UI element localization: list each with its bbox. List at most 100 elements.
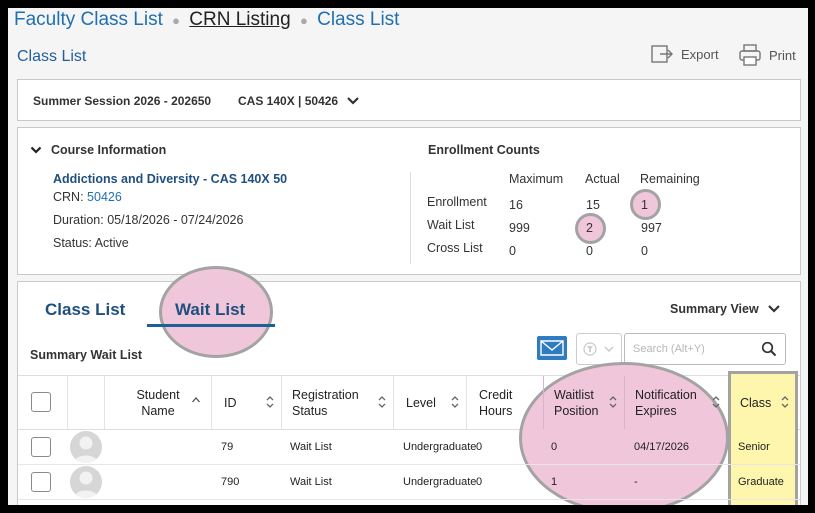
- chevron-down-icon: [347, 97, 359, 105]
- ec-crosslist-maximum: 0: [509, 244, 516, 258]
- breadcrumb-faculty-class-list[interactable]: Faculty Class List: [14, 9, 163, 30]
- print-icon: [739, 44, 761, 66]
- course-information-heading: Course Information: [51, 143, 167, 157]
- duration-line: Duration: 05/18/2026 - 07/24/2026: [53, 213, 243, 227]
- active-tab-indicator: [147, 324, 275, 327]
- table-row: 790 Wait List Undergraduate 0 1 - Gradua…: [18, 465, 800, 500]
- select-all-checkbox[interactable]: [31, 392, 51, 412]
- header-waitlist-position[interactable]: Waitlist Position: [543, 376, 624, 429]
- ec-waitlist-remaining: 997: [641, 221, 662, 235]
- row-checkbox[interactable]: [31, 472, 51, 492]
- course-selector[interactable]: CAS 140X | 50426: [238, 94, 360, 108]
- waitlist-actual-highlight-circle: [575, 213, 606, 244]
- ec-crosslist-remaining: 0: [641, 244, 648, 258]
- header-level[interactable]: Level: [393, 376, 466, 429]
- course-title: Addictions and Diversity - CAS 140X 50: [53, 172, 288, 186]
- breadcrumb-class-list: Class List: [317, 9, 400, 30]
- cell-id: 79: [221, 441, 234, 453]
- export-label: Export: [681, 46, 719, 62]
- tab-wait-list[interactable]: Wait List: [175, 300, 246, 319]
- avatar: [70, 431, 102, 463]
- cell-id: 790: [221, 476, 240, 488]
- cell-class: Senior: [738, 441, 770, 453]
- sort-icon: [451, 396, 459, 408]
- breadcrumb-separator: ●: [172, 13, 181, 28]
- cell-credit-hours: 0: [476, 476, 483, 488]
- remaining-highlight-circle: [630, 189, 661, 220]
- crn-link[interactable]: 50426: [87, 190, 122, 204]
- cell-class: Graduate: [738, 476, 784, 488]
- search-input[interactable]: [625, 334, 755, 364]
- class-column-highlight: [728, 371, 798, 505]
- cell-notification-expires: -: [634, 476, 638, 488]
- ec-enrollment-maximum: 16: [509, 198, 523, 212]
- crn-label: CRN:: [53, 190, 84, 204]
- breadcrumb-crn-listing[interactable]: CRN Listing: [189, 9, 291, 30]
- row-checkbox[interactable]: [31, 437, 51, 457]
- sort-icon: [712, 396, 720, 408]
- sort-icon: [266, 396, 274, 408]
- duration-label: Duration:: [53, 213, 104, 227]
- header-id[interactable]: ID: [211, 376, 281, 429]
- summary-view-dropdown[interactable]: Summary View: [670, 302, 781, 316]
- email-button[interactable]: [537, 336, 567, 360]
- cell-registration-status: Wait List: [290, 441, 332, 453]
- ec-enrollment-remaining: 1: [641, 198, 648, 212]
- header-id-label: ID: [224, 395, 237, 410]
- summary-wait-list-label: Summary Wait List: [30, 348, 143, 362]
- header-notification-expires[interactable]: Notification Expires: [624, 376, 727, 429]
- search-box: [624, 333, 786, 365]
- cell-notification-expires: 04/17/2026: [634, 441, 690, 453]
- course-selector-label: CAS 140X | 50426: [238, 94, 339, 108]
- filter-icon: [583, 342, 614, 356]
- cell-credit-hours: 0: [476, 441, 483, 453]
- wait-list-tab-highlight: [159, 266, 273, 358]
- cell-registration-status: Wait List: [290, 476, 332, 488]
- ec-col-remaining: Remaining: [640, 172, 700, 186]
- header-photo-cell: [67, 376, 104, 429]
- ec-waitlist-actual: 2: [586, 221, 593, 235]
- header-level-label: Level: [406, 395, 436, 410]
- ec-row-label-cross-list: Cross List: [427, 241, 483, 255]
- ec-col-actual: Actual: [585, 172, 620, 186]
- session-panel: Summer Session 2026 - 202650 CAS 140X | …: [17, 79, 801, 121]
- header-credit-hours[interactable]: Credit Hours: [466, 376, 550, 429]
- ec-enrollment-actual: 15: [586, 198, 600, 212]
- class-list-panel: Class List Wait List Summary View Summar…: [17, 266, 801, 505]
- header-registration-status[interactable]: Registration Status: [281, 376, 393, 429]
- print-button[interactable]: Print: [739, 44, 796, 66]
- ec-col-maximum: Maximum: [509, 172, 564, 186]
- search-icon[interactable]: [761, 341, 777, 357]
- chevron-down-icon: [767, 305, 780, 313]
- crn-line: CRN: 50426: [53, 190, 122, 204]
- header-credit-hours-label: Credit Hours: [479, 387, 513, 418]
- export-icon: [651, 45, 673, 63]
- cell-level: Undergraduate: [403, 441, 477, 453]
- header-class[interactable]: Class: [730, 376, 796, 429]
- header-notification-expires-label: Notification Expires: [635, 387, 697, 418]
- summary-view-label: Summary View: [670, 302, 759, 316]
- tab-class-list[interactable]: Class List: [45, 300, 126, 319]
- ec-waitlist-maximum: 999: [509, 221, 530, 235]
- sort-icon: [609, 396, 617, 408]
- table-row: 79 Wait List Undergraduate 0 0 04/17/202…: [18, 430, 800, 465]
- avatar: [70, 466, 102, 498]
- chevron-down-icon: [30, 146, 42, 154]
- avatar-icon: [74, 471, 98, 498]
- cell-waitlist-position: 1: [551, 476, 558, 488]
- duration-value: 05/18/2026 - 07/24/2026: [107, 213, 244, 227]
- page-title: Class List: [17, 48, 87, 65]
- cell-waitlist-position: 0: [551, 441, 558, 453]
- header-select-all-cell: [18, 376, 67, 429]
- divider: [410, 172, 411, 264]
- course-info-panel: Course Information Addictions and Divers…: [17, 127, 801, 275]
- header-student-name-label: Student Name: [136, 387, 180, 418]
- header-student-name[interactable]: Student Name: [104, 376, 211, 429]
- avatar-icon: [74, 436, 98, 463]
- ec-row-label-wait-list: Wait List: [427, 218, 475, 232]
- export-button[interactable]: Export: [651, 44, 719, 64]
- course-information-toggle[interactable]: Course Information: [30, 143, 166, 157]
- filter-button[interactable]: [576, 333, 622, 365]
- enrollment-counts-heading: Enrollment Counts: [428, 143, 540, 157]
- print-label: Print: [769, 47, 796, 63]
